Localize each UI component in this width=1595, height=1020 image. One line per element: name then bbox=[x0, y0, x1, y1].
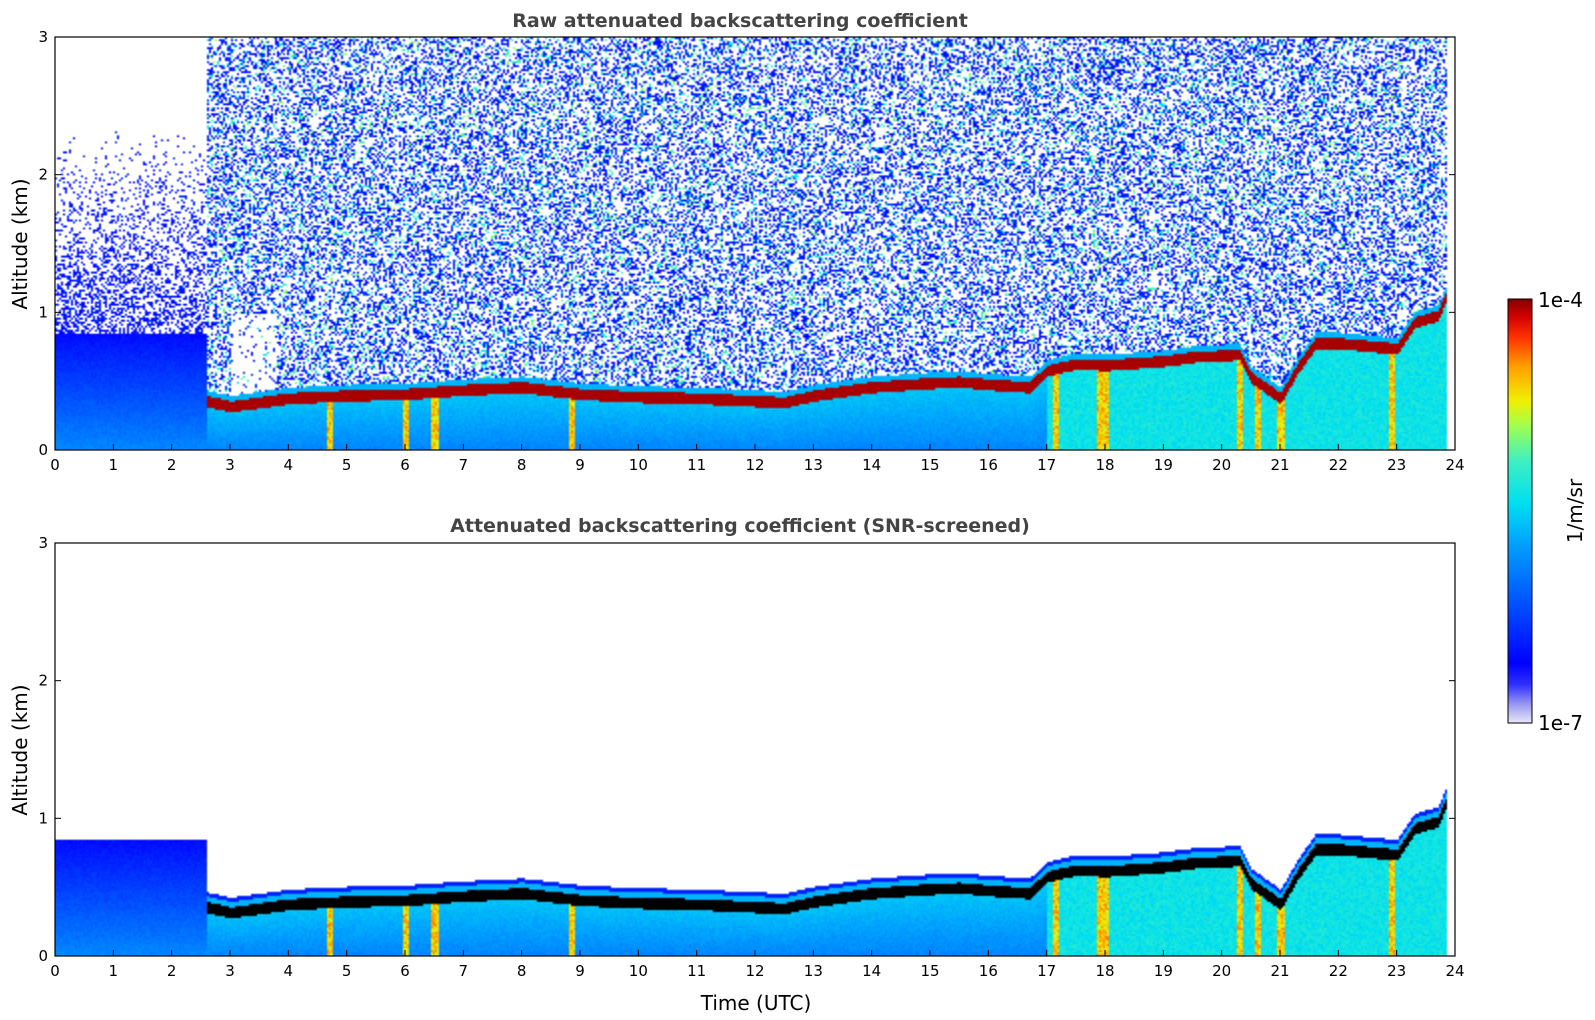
colorbar-unit-label: 1/m/sr bbox=[1563, 478, 1587, 543]
x-tick-label: 20 bbox=[1212, 456, 1231, 474]
y-axis-label-screened: Altitude (km) bbox=[8, 684, 32, 815]
x-tick-label: 20 bbox=[1212, 962, 1231, 980]
x-tick-label: 23 bbox=[1387, 962, 1406, 980]
colorbar-max-label: 1e-4 bbox=[1538, 288, 1583, 312]
x-tick-label: 4 bbox=[284, 456, 294, 474]
y-tick-label: 3 bbox=[38, 28, 48, 46]
x-tick-label: 19 bbox=[1154, 962, 1173, 980]
x-tick-label: 11 bbox=[687, 962, 706, 980]
y-tick-label: 0 bbox=[38, 947, 48, 965]
x-tick-label: 14 bbox=[862, 456, 881, 474]
y-tick-label: 0 bbox=[38, 441, 48, 459]
y-axis-label-raw: Altitude (km) bbox=[8, 178, 32, 309]
x-tick-label: 19 bbox=[1154, 456, 1173, 474]
colorbar: 1e-4 1e-7 1/m/sr bbox=[1507, 288, 1587, 735]
colorbar-min-label: 1e-7 bbox=[1538, 711, 1583, 735]
x-tick-label: 2 bbox=[167, 456, 177, 474]
x-tick-label: 11 bbox=[687, 456, 706, 474]
x-tick-label: 6 bbox=[400, 962, 410, 980]
x-tick-label: 12 bbox=[745, 962, 764, 980]
x-tick-label: 8 bbox=[517, 456, 527, 474]
x-tick-label: 23 bbox=[1387, 456, 1406, 474]
x-tick-label: 5 bbox=[342, 962, 352, 980]
heatmap-image-screened bbox=[55, 543, 1455, 956]
x-tick-label: 15 bbox=[920, 962, 939, 980]
y-axis-screened: 0 1 2 3 bbox=[38, 534, 1455, 965]
x-tick-label: 5 bbox=[342, 456, 352, 474]
chart-title-raw: Raw attenuated backscattering coefficien… bbox=[512, 10, 968, 32]
x-tick-label: 24 bbox=[1445, 962, 1464, 980]
x-tick-label: 13 bbox=[804, 456, 823, 474]
x-tick-label: 18 bbox=[1095, 456, 1114, 474]
x-tick-label: 2 bbox=[167, 962, 177, 980]
x-tick-label: 21 bbox=[1270, 962, 1289, 980]
x-tick-label: 14 bbox=[862, 962, 881, 980]
x-tick-label: 17 bbox=[1037, 962, 1056, 980]
x-tick-label: 12 bbox=[745, 456, 764, 474]
x-axis-screened: 0 1 2 3 4 5 6 7 8 9 10 11 12 13 14 15 16 17 18 19 20 21 22 23 24 bbox=[50, 950, 1465, 980]
colorbar-gradient bbox=[1507, 298, 1533, 724]
x-tick-label: 1 bbox=[109, 456, 119, 474]
x-tick-label: 17 bbox=[1037, 456, 1056, 474]
x-tick-label: 3 bbox=[225, 456, 235, 474]
y-tick-label: 1 bbox=[38, 303, 48, 321]
heatmap-raw bbox=[55, 37, 1455, 450]
x-tick-label: 16 bbox=[979, 456, 998, 474]
heatmap-image-raw bbox=[55, 37, 1455, 450]
x-tick-label: 22 bbox=[1329, 456, 1348, 474]
x-axis-label: Time (UTC) bbox=[700, 991, 812, 1015]
x-tick-label: 16 bbox=[979, 962, 998, 980]
x-tick-label: 22 bbox=[1329, 962, 1348, 980]
x-tick-label: 7 bbox=[459, 962, 469, 980]
heatmap-screened bbox=[55, 543, 1455, 956]
x-tick-label: 13 bbox=[804, 962, 823, 980]
y-tick-label: 2 bbox=[38, 166, 48, 184]
x-tick-label: 24 bbox=[1445, 456, 1464, 474]
x-tick-label: 1 bbox=[109, 962, 119, 980]
x-tick-label: 6 bbox=[400, 456, 410, 474]
x-tick-label: 18 bbox=[1095, 962, 1114, 980]
x-tick-label: 8 bbox=[517, 962, 527, 980]
x-axis-raw: 0 1 2 3 4 5 6 7 8 9 10 11 12 13 14 15 16 17 18 19 20 21 22 23 24 bbox=[50, 444, 1465, 474]
y-tick-label: 3 bbox=[38, 534, 48, 552]
x-tick-label: 10 bbox=[629, 456, 648, 474]
x-tick-label: 3 bbox=[225, 962, 235, 980]
x-tick-label: 9 bbox=[575, 456, 585, 474]
y-tick-label: 2 bbox=[38, 672, 48, 690]
x-tick-label: 15 bbox=[920, 456, 939, 474]
x-tick-label: 7 bbox=[459, 456, 469, 474]
x-tick-label: 0 bbox=[50, 962, 60, 980]
x-tick-label: 10 bbox=[629, 962, 648, 980]
y-axis-raw: 0 1 2 3 bbox=[38, 28, 1455, 459]
x-tick-label: 4 bbox=[284, 962, 294, 980]
y-tick-label: 1 bbox=[38, 809, 48, 827]
x-tick-label: 9 bbox=[575, 962, 585, 980]
chart-title-screened: Attenuated backscattering coefficient (S… bbox=[450, 515, 1030, 537]
x-tick-label: 21 bbox=[1270, 456, 1289, 474]
x-tick-label: 0 bbox=[50, 456, 60, 474]
